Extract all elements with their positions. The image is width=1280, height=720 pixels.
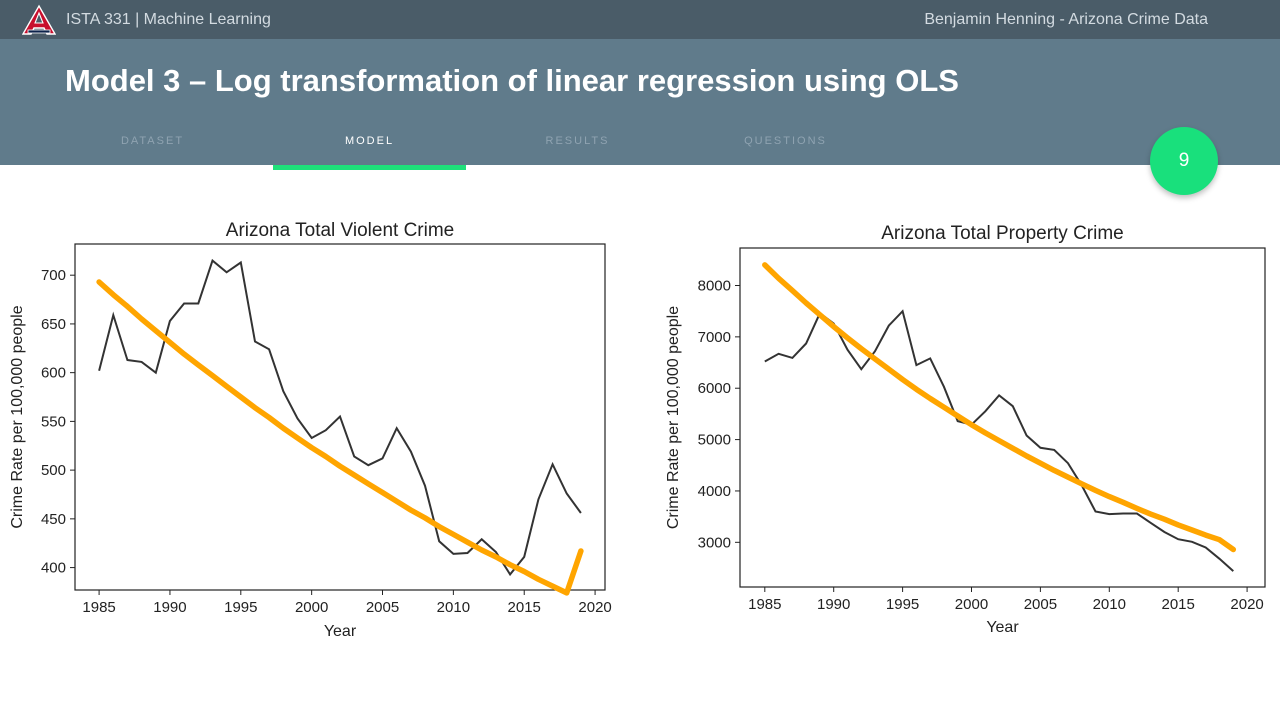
- property-observed-line: [764, 309, 1234, 572]
- property-y-tick-label: 7000: [698, 329, 731, 346]
- tab-dataset[interactable]: DATASET: [120, 135, 185, 147]
- tab-questions[interactable]: QUESTIONS: [744, 135, 827, 147]
- violent-x-tick-label: 2010: [437, 599, 470, 616]
- property-x-tick-label: 2000: [955, 596, 988, 613]
- university-of-arizona-logo: [22, 4, 56, 35]
- property-x-tick-label: 2015: [1162, 596, 1195, 613]
- violent-crime-chart: Arizona Total Violent Crime 1985 1990 1995 2…: [9, 220, 612, 640]
- tab-model[interactable]: MODEL: [344, 135, 395, 147]
- violent-x-tick-label: 2000: [295, 599, 328, 616]
- violent-x-tick-label: 1985: [82, 599, 115, 616]
- property-y-tick-label: 4000: [698, 483, 731, 500]
- violent-x-tick-label: 1990: [153, 599, 186, 616]
- violent-y-tick-label: 650: [41, 316, 66, 333]
- violent-fit-line: [96, 279, 584, 596]
- active-tab-indicator: [273, 165, 466, 170]
- violent-chart-title: Arizona Total Violent Crime: [226, 220, 454, 241]
- property-plot-frame: [739, 247, 1266, 588]
- violent-y-tick-label: 400: [41, 560, 66, 577]
- property-y-tick-label: 5000: [698, 432, 731, 449]
- slide-header: Model 3 – Log transformation of linear r…: [0, 39, 1280, 165]
- property-x-tick-label: 1995: [886, 596, 919, 613]
- property-x-tick-label: 1990: [817, 596, 850, 613]
- author-title: Benjamin Henning - Arizona Crime Data: [924, 11, 1208, 28]
- tab-results[interactable]: RESULTS: [545, 135, 610, 147]
- violent-plot-frame: [74, 243, 606, 591]
- violent-y-tick-label: 700: [41, 267, 66, 284]
- property-y-axis-label: Crime Rate per 100,000 people: [665, 306, 682, 529]
- violent-x-tick-label: 2005: [366, 599, 399, 616]
- violent-y-tick-label: 450: [41, 511, 66, 528]
- violent-x-tick-label: 2020: [578, 599, 611, 616]
- property-y-tick-label: 3000: [698, 534, 731, 551]
- property-x-tick-label: 2020: [1230, 596, 1263, 613]
- property-x-axis-label: Year: [986, 619, 1019, 636]
- violent-x-tick-label: 1995: [224, 599, 257, 616]
- slide-title: Model 3 – Log transformation of linear r…: [65, 63, 959, 98]
- property-x-tick-label: 2010: [1093, 596, 1126, 613]
- property-y-tick-label: 6000: [698, 380, 731, 397]
- page-number-badge[interactable]: 9: [1150, 127, 1218, 195]
- violent-y-tick-label: 500: [41, 462, 66, 479]
- violent-y-axis-label: Crime Rate per 100,000 people: [9, 305, 26, 528]
- property-chart-title: Arizona Total Property Crime: [881, 223, 1124, 244]
- violent-y-tick-label: 550: [41, 413, 66, 430]
- property-x-tick-label: 2005: [1024, 596, 1057, 613]
- property-y-tick-label: 8000: [698, 277, 731, 294]
- property-x-tick-label: 1985: [748, 596, 781, 613]
- property-fit-line: [762, 262, 1237, 553]
- violent-x-axis-label: Year: [324, 623, 357, 640]
- violent-x-tick-label: 2015: [508, 599, 541, 616]
- course-title: ISTA 331 | Machine Learning: [66, 11, 271, 28]
- violent-y-tick-label: 600: [41, 365, 66, 382]
- top-bar: ISTA 331 | Machine Learning Benjamin Hen…: [0, 0, 1280, 39]
